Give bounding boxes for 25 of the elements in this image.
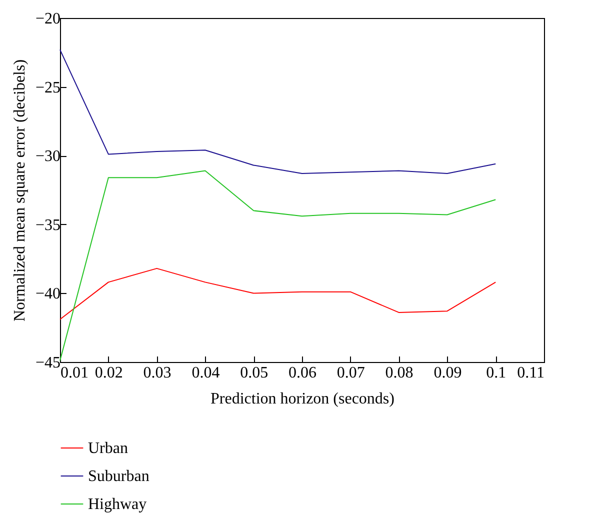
x-tick-label: 0.05: [240, 364, 268, 382]
legend-label: Highway: [88, 496, 147, 513]
x-tick-label: 0.03: [143, 364, 172, 382]
x-tick-label: 0.11: [517, 364, 544, 382]
x-tick-label: 0.02: [94, 364, 123, 382]
x-tick-label: 0.09: [434, 364, 462, 382]
line-series: [60, 268, 496, 320]
x-tick-label: 0.06: [288, 364, 316, 382]
y-axis-title: Normalized mean square error (decibels): [11, 59, 28, 322]
y-tick-label: −20: [35, 10, 60, 28]
y-tick-label: −30: [35, 148, 60, 166]
legend-label: Suburban: [88, 468, 150, 485]
y-tick-label: −35: [35, 216, 60, 234]
x-axis-title: Prediction horizon (seconds): [210, 390, 394, 408]
x-tick-label: 0.01: [60, 364, 88, 382]
x-tick-label: 0.04: [192, 364, 220, 382]
y-tick-label: −25: [35, 79, 60, 96]
x-tick-label: 0.1: [486, 364, 506, 382]
y-tick-label: −40: [35, 286, 60, 303]
x-tick-label: 0.08: [385, 364, 414, 382]
line-series: [60, 170, 496, 362]
x-tick-label: 0.07: [336, 364, 365, 382]
line-series: [60, 49, 496, 174]
legend-label: Urban: [88, 440, 128, 457]
y-tick-label: −45: [35, 354, 60, 372]
